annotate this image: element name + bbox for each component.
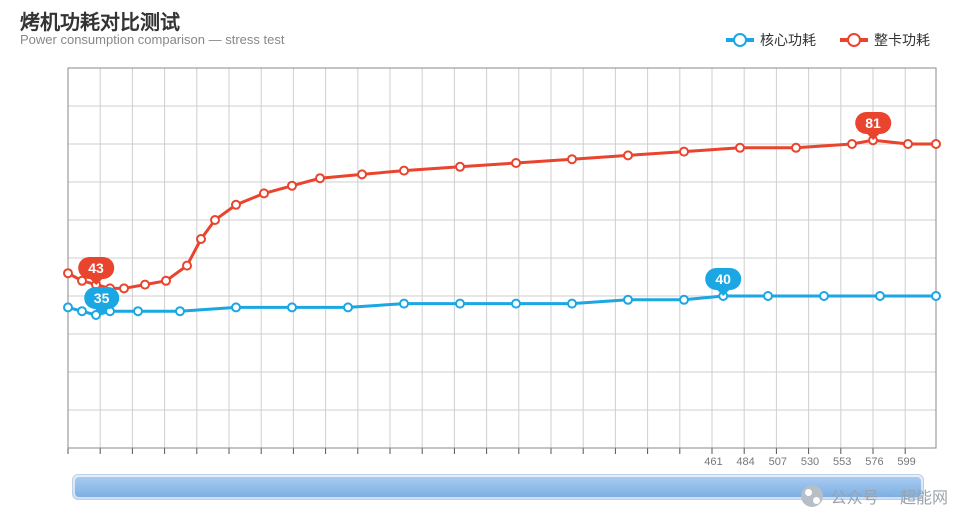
legend-swatch-a [726, 38, 754, 42]
timeline-scrollbar[interactable] [72, 474, 924, 500]
watermark: 公众号 · 超能网 [801, 484, 948, 508]
watermark-separator: · [887, 487, 892, 505]
chart-svg [38, 60, 942, 460]
x-tick-label: 553 [833, 456, 851, 468]
value-callout: 81 [855, 112, 891, 134]
legend-label-b: 整卡功耗 [874, 30, 930, 50]
wechat-icon [801, 485, 823, 507]
page-subtitle: Power consumption comparison — stress te… [20, 32, 284, 47]
watermark-name: 超能网 [900, 484, 948, 508]
x-tick-label: 576 [865, 456, 883, 468]
x-tick-label: 507 [769, 456, 787, 468]
legend-item-a[interactable]: 核心功耗 [726, 30, 816, 50]
value-callout: 35 [84, 287, 120, 309]
timeline-scrollbar-thumb[interactable] [75, 477, 921, 497]
value-callout: 40 [705, 268, 741, 290]
x-tick-label: 530 [801, 456, 819, 468]
x-tick-label: 461 [704, 456, 722, 468]
watermark-source: 公众号 [831, 484, 879, 508]
legend: 核心功耗 整卡功耗 [726, 30, 930, 50]
x-axis-ticks: 461 484 507 530 553 576 599 [38, 456, 942, 474]
legend-swatch-b [840, 38, 868, 42]
legend-label-a: 核心功耗 [760, 30, 816, 50]
legend-item-b[interactable]: 整卡功耗 [840, 30, 930, 50]
page-title: 烤机功耗对比测试 [20, 6, 180, 35]
x-tick-label: 484 [736, 456, 754, 468]
chart [38, 60, 942, 460]
value-callout: 43 [78, 257, 114, 279]
x-tick-label: 599 [897, 456, 915, 468]
